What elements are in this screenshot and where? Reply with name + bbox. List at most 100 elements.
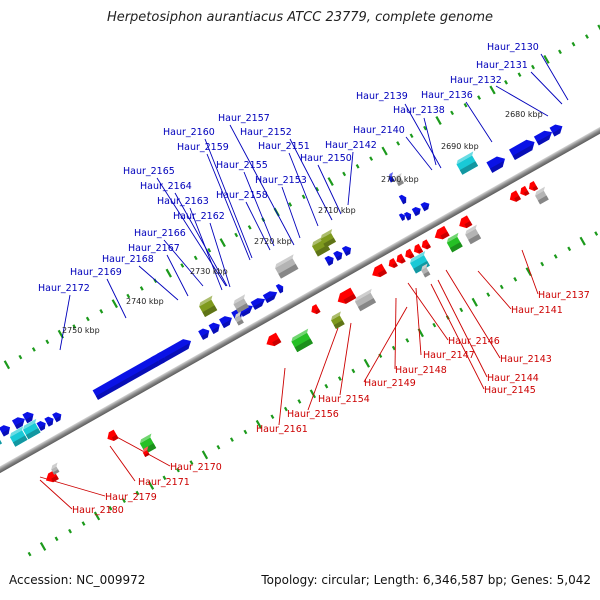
reverse-gene	[459, 215, 473, 229]
forward-gene	[44, 416, 54, 427]
scale-tick	[471, 297, 478, 307]
gene-label[interactable]: Haur_2162	[173, 211, 225, 222]
leader-line	[106, 278, 127, 319]
kbp-label: 2710 kbp	[318, 206, 356, 215]
gene-label[interactable]: Haur_2130	[487, 42, 539, 53]
grey-feature	[233, 294, 249, 314]
gene-label[interactable]: Haur_2131	[476, 60, 528, 71]
leader-line	[495, 85, 549, 117]
gene-label[interactable]: Haur_2136	[421, 90, 473, 101]
gene-label[interactable]: Haur_2179	[105, 492, 157, 503]
gene-label[interactable]: Haur_2151	[258, 141, 310, 152]
gene-label[interactable]: Haur_2165	[123, 166, 175, 177]
gene-label[interactable]: Haur_2149	[364, 378, 416, 389]
scale-tick	[315, 186, 320, 192]
gene-label[interactable]: Haur_2157	[218, 113, 270, 124]
gene-label[interactable]: Haur_2171	[138, 477, 190, 488]
scale-tick	[558, 49, 562, 55]
gene-label[interactable]: Haur_2172	[38, 283, 90, 294]
forward-gene	[388, 172, 395, 183]
scale-tick	[176, 467, 180, 473]
leader-line	[39, 479, 73, 510]
upper-gene-labels: Haur_2130 Haur_2131 Haur_2132 Haur_2136 …	[38, 42, 539, 294]
grey-feature	[465, 224, 482, 245]
gene-label[interactable]: Haur_2132	[450, 75, 502, 86]
gene-label[interactable]: Haur_2163	[157, 196, 209, 207]
olive-feature	[199, 295, 218, 317]
forward-gene	[198, 328, 210, 340]
gene-label[interactable]: Haur_2140	[353, 125, 405, 136]
gene-label[interactable]: Haur_2167	[128, 243, 180, 254]
topology-text: Topology: circular; Length: 6,346,587 bp…	[261, 573, 591, 587]
reverse-gene	[311, 304, 321, 315]
leader-line	[138, 265, 179, 301]
gene-label[interactable]: Haur_2146	[448, 336, 500, 347]
gene-label[interactable]: Haur_2148	[395, 365, 447, 376]
gene-label[interactable]: Haur_2169	[70, 267, 122, 278]
leader-line	[540, 53, 569, 101]
scale-tick	[381, 146, 388, 156]
scale-tick	[165, 268, 172, 278]
scale-tick	[54, 536, 59, 542]
leader-line	[394, 297, 397, 370]
scale-tick	[108, 506, 113, 511]
gene-label[interactable]: Haur_2154	[318, 394, 370, 405]
gene-label[interactable]: Haur_2153	[255, 175, 307, 186]
grey-feature	[535, 186, 549, 205]
gene-label[interactable]: Haur_2143	[500, 354, 552, 365]
scale-tick	[409, 133, 414, 139]
scale-tick	[327, 177, 334, 187]
scale-tick	[342, 171, 347, 177]
forward-gene	[486, 156, 506, 173]
leader-line	[156, 177, 227, 287]
scale-tick	[93, 511, 101, 521]
gene-label[interactable]: Haur_2160	[163, 127, 215, 138]
leader-line	[206, 153, 251, 261]
gene-label[interactable]: Haur_2137	[538, 290, 590, 301]
gene-label[interactable]: Haur_2155	[216, 160, 268, 171]
forward-gene	[275, 283, 284, 294]
kbp-label: 2680 kbp	[505, 110, 543, 119]
reverse-gene	[45, 470, 59, 483]
gene-label[interactable]: Haur_2159	[177, 142, 229, 153]
scale-tick	[122, 498, 126, 503]
gene-label[interactable]: Haur_2144	[487, 373, 539, 384]
reverse-gene	[372, 263, 388, 278]
gene-label[interactable]: Haur_2170	[170, 462, 222, 473]
gene-label[interactable]: Haur_2152	[240, 127, 292, 138]
gene-label[interactable]: Haur_2145	[484, 385, 536, 396]
gene-label[interactable]: Haur_2158	[216, 190, 268, 201]
scale-tick	[288, 202, 293, 207]
leader-line	[229, 124, 295, 246]
leader-line	[114, 435, 171, 467]
gene-label[interactable]: Haur_2166	[134, 228, 186, 239]
gene-label[interactable]: Haur_2139	[356, 91, 408, 102]
forward-gene	[36, 421, 46, 432]
gene-label[interactable]: Haur_2138	[393, 105, 445, 116]
gene-label[interactable]: Haur_2147	[423, 350, 475, 361]
scale-tick	[45, 339, 50, 345]
leader-line	[407, 282, 449, 341]
scale-tick	[219, 238, 226, 248]
reverse-gene	[266, 332, 282, 347]
gene-label[interactable]: Haur_2161	[256, 424, 308, 435]
gene-label[interactable]: Haur_2142	[325, 140, 377, 151]
gene-label[interactable]: Haur_2141	[511, 305, 563, 316]
scale-tick	[579, 236, 586, 246]
gene-label[interactable]: Haur_2180	[72, 505, 124, 516]
reverse-gene	[107, 429, 119, 441]
scale-tick	[517, 72, 522, 77]
leader-line	[189, 207, 223, 291]
gene-label[interactable]: Haur_2150	[300, 153, 352, 164]
gene-label[interactable]: Haur_2168	[102, 254, 154, 265]
leader-line	[166, 254, 189, 297]
gene-label[interactable]: Haur_2156	[287, 409, 339, 420]
forward-gene	[208, 322, 220, 334]
scale-tick	[504, 80, 508, 85]
scale-tick	[513, 277, 518, 282]
scale-tick	[3, 360, 11, 370]
leader-line	[278, 367, 286, 426]
scale-tick	[459, 307, 464, 313]
forward-gene	[398, 213, 405, 221]
gene-label[interactable]: Haur_2164	[140, 181, 192, 192]
